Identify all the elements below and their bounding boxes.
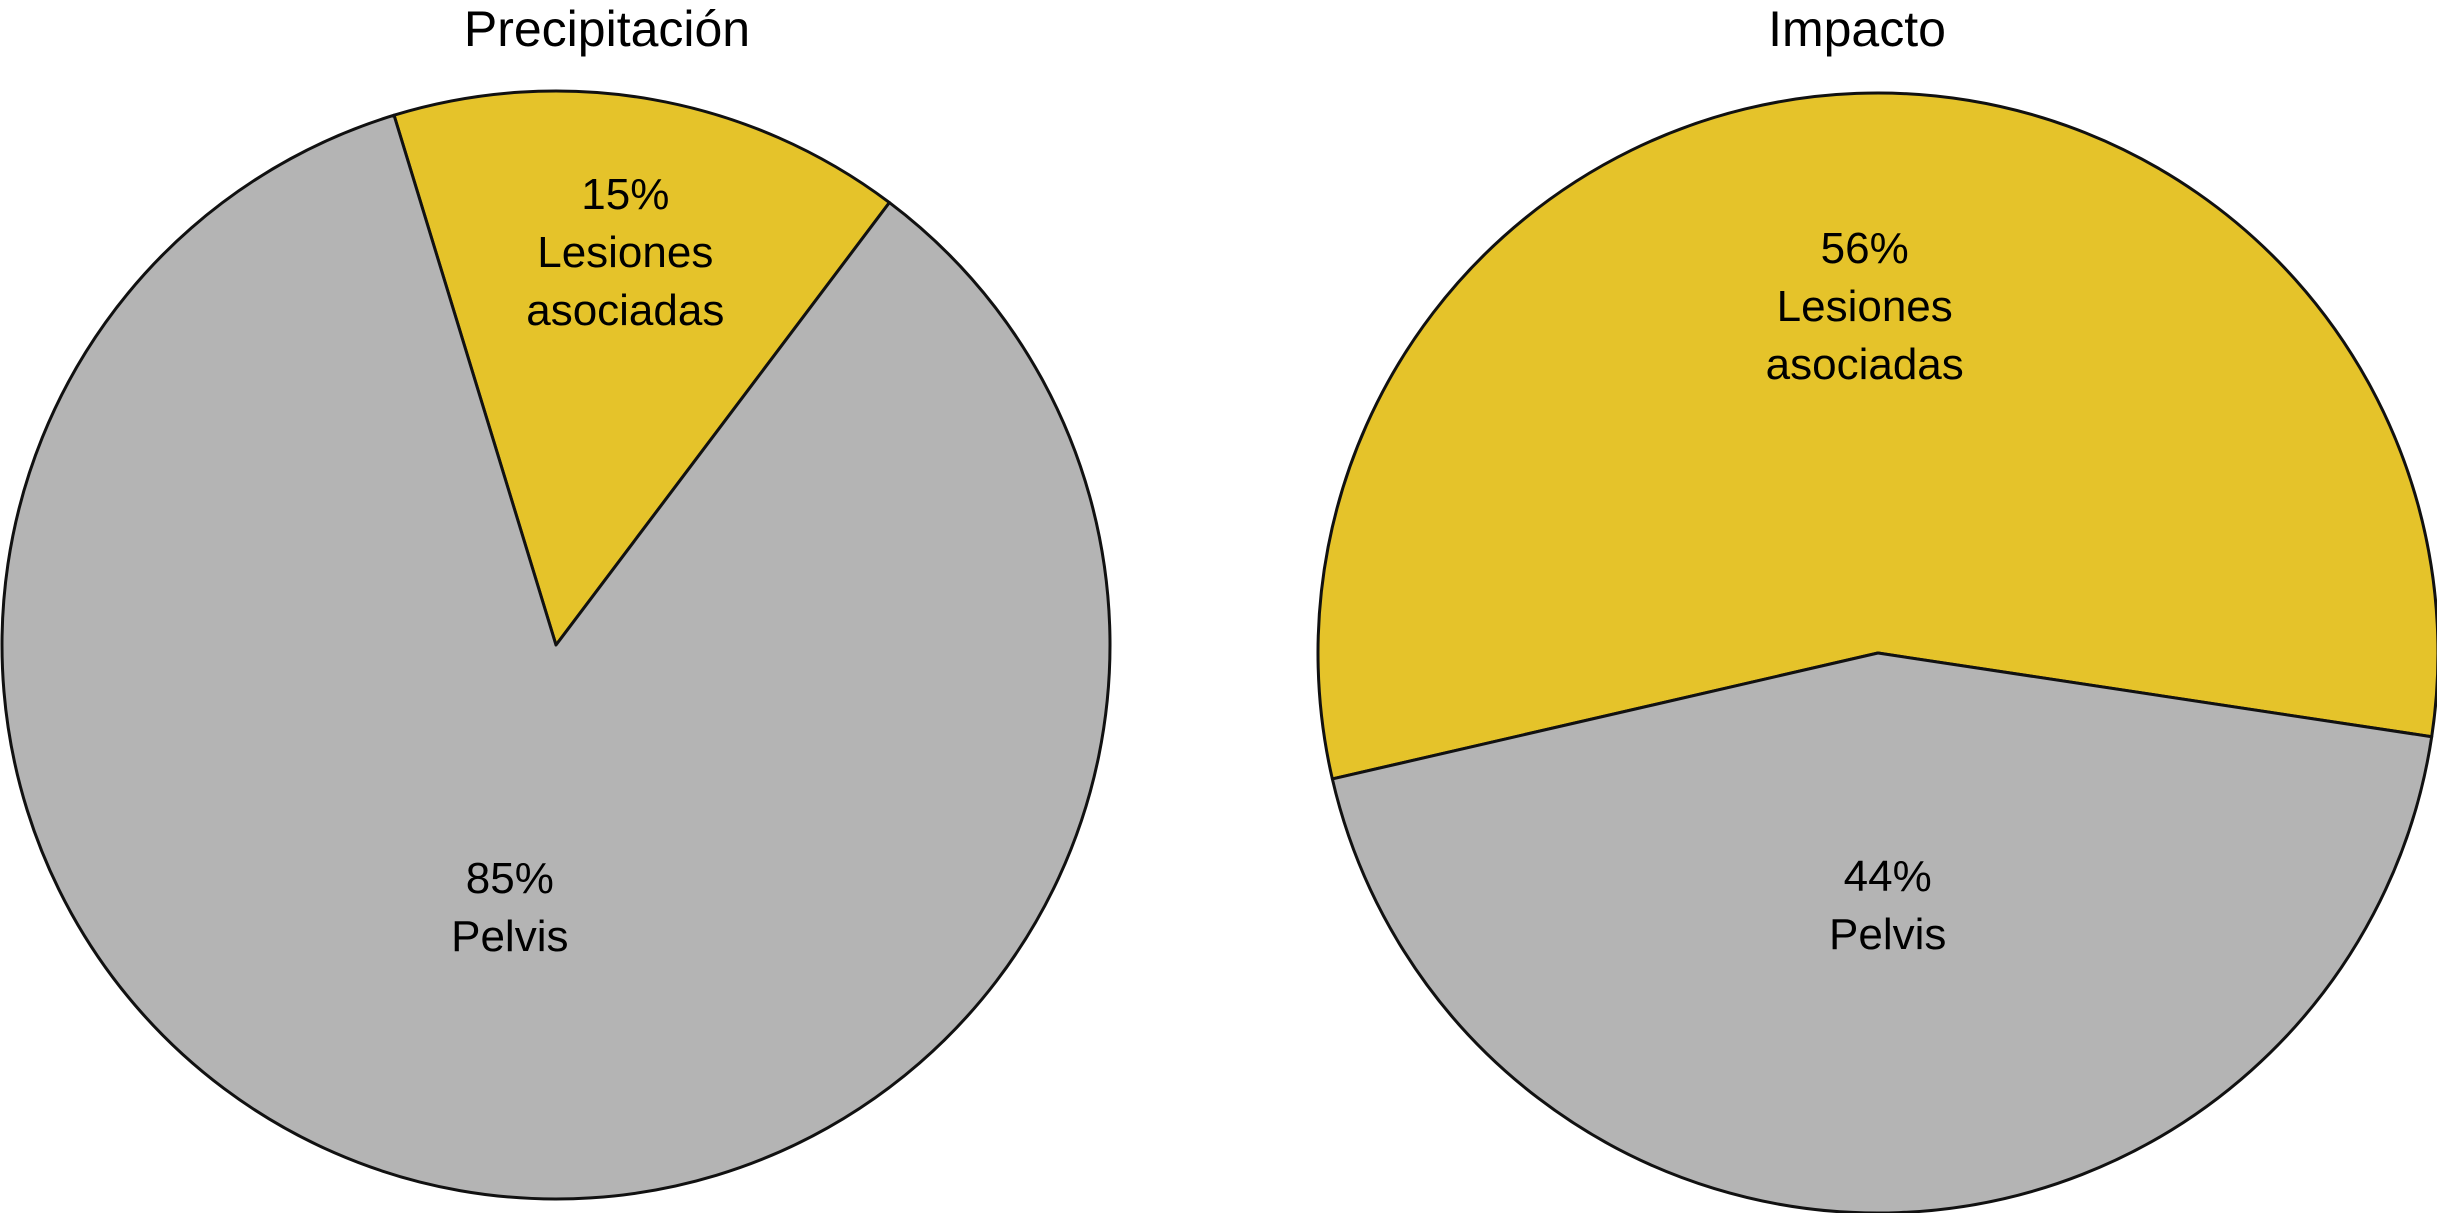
slice-category-label: Lesiones [537, 228, 713, 277]
slice-category-label: Lesiones [1777, 282, 1953, 331]
pie-slice-pelvis [0, 113, 1112, 1201]
slice-label-pelvis: 44% Pelvis [1829, 852, 1946, 959]
slice-value-label: 44% [1844, 852, 1932, 901]
pie-slice-lesiones-asociadas [1316, 91, 2437, 781]
pie-chart-precipitacion: Precipitación 15% Lesiones asociadas 85% Pel… [0, 1, 1112, 1201]
pie-slice-pelvis [1330, 651, 2434, 1213]
pie-slice-lesiones-asociadas [392, 89, 891, 647]
slice-category-label: asociadas [1766, 340, 1964, 389]
chart-title-impacto: Impacto [1768, 1, 1946, 57]
slice-value-label: 56% [1821, 224, 1909, 273]
slice-value-label: 15% [581, 170, 669, 219]
chart-title-precipitacion: Precipitación [464, 1, 750, 57]
slice-label-lesiones-asociadas: 56% Lesiones asociadas [1766, 224, 1964, 389]
slice-value-label: 85% [466, 854, 554, 903]
pie-chart-impacto: Impacto 56% Lesiones asociadas 44% Pelvis [1316, 1, 2437, 1213]
slice-label-lesiones-asociadas: 15% Lesiones asociadas [526, 170, 724, 335]
slice-category-label: Pelvis [451, 912, 568, 961]
slice-label-pelvis: 85% Pelvis [451, 854, 568, 961]
slice-category-label: Pelvis [1829, 910, 1946, 959]
slice-category-label: asociadas [526, 286, 724, 335]
